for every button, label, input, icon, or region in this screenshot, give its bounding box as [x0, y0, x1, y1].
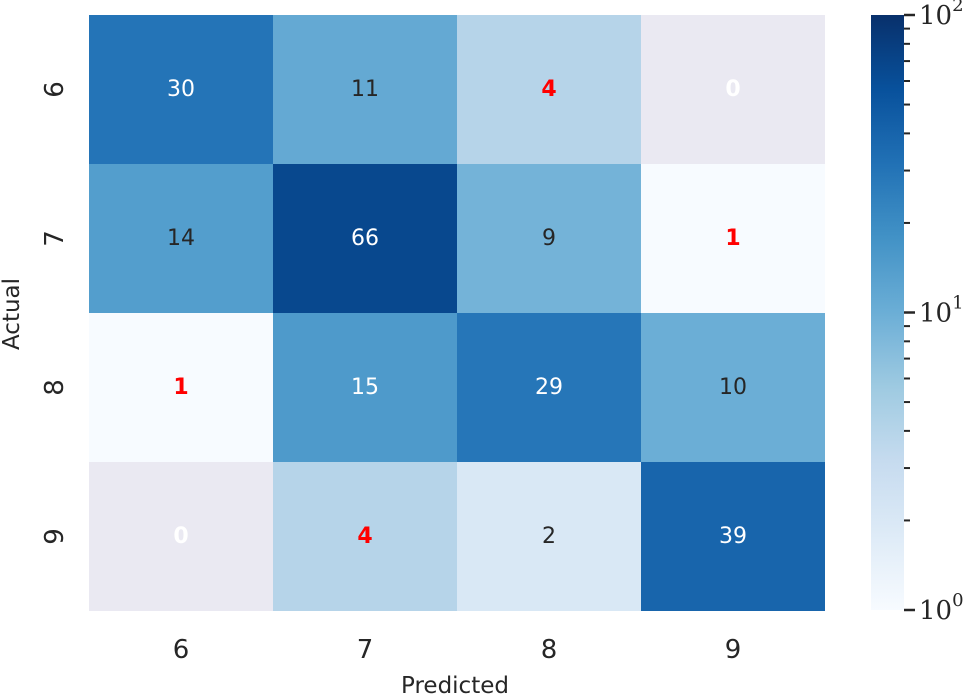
colorbar-tick-label: 101 — [919, 293, 964, 329]
cell-value-label: 4 — [357, 524, 372, 549]
colorbar — [871, 15, 904, 610]
y-tick-label: 6 — [40, 81, 70, 98]
heatmap-cell — [641, 313, 825, 462]
heatmap-cell — [457, 462, 641, 611]
cell-value-label: 30 — [167, 77, 195, 102]
heatmap-cell — [273, 313, 457, 462]
colorbar-tick-label: 100 — [919, 590, 964, 626]
heatmap-cell — [89, 15, 273, 164]
cell-value-label: 2 — [542, 524, 556, 549]
heatmap-cell — [89, 313, 273, 462]
heatmap-cell — [457, 15, 641, 164]
heatmap-cell-labels: 30 11 4 014 66 9 11 15 29 100 4 2 39 — [167, 77, 747, 549]
cell-value-label: 1 — [725, 226, 740, 251]
y-axis-ticks: 6 7 8 9 — [40, 81, 70, 545]
heatmap-cell — [273, 15, 457, 164]
x-tick-label: 6 — [173, 635, 190, 665]
heatmap-cell — [641, 164, 825, 313]
heatmap-cell — [457, 313, 641, 462]
cell-value-label: 15 — [351, 375, 379, 400]
cell-value-label: 14 — [167, 226, 195, 251]
x-tick-label: 7 — [357, 635, 374, 665]
heatmap-cell — [273, 164, 457, 313]
cell-value-label: 10 — [719, 375, 747, 400]
cell-value-label: 9 — [542, 226, 556, 251]
x-axis-label: Predicted — [401, 673, 509, 695]
cell-value-label: 0 — [173, 524, 188, 549]
heatmap-cell — [89, 462, 273, 611]
y-tick-label: 8 — [40, 379, 70, 396]
colorbar-ticks: 100 101 102 — [904, 0, 964, 626]
heatmap-cell — [641, 15, 825, 164]
heatmap-cells — [89, 15, 825, 611]
cell-value-label: 29 — [535, 375, 563, 400]
x-tick-label: 9 — [725, 635, 742, 665]
x-tick-label: 8 — [541, 635, 558, 665]
cell-value-label: 39 — [719, 524, 747, 549]
y-tick-label: 9 — [40, 528, 70, 545]
colorbar-tick-label: 102 — [919, 0, 964, 31]
x-axis-ticks: 6 7 8 9 — [173, 635, 742, 665]
y-axis-label: Actual — [0, 278, 25, 350]
cell-value-label: 11 — [351, 77, 379, 102]
cell-value-label: 0 — [725, 77, 740, 102]
cell-value-label: 66 — [351, 226, 379, 251]
heatmap-cell — [457, 164, 641, 313]
cell-value-label: 1 — [173, 375, 188, 400]
heatmap-cell — [273, 462, 457, 611]
heatmap-cell — [641, 462, 825, 611]
cell-value-label: 4 — [541, 77, 556, 102]
y-tick-label: 7 — [40, 230, 70, 247]
heatmap-cell — [89, 164, 273, 313]
